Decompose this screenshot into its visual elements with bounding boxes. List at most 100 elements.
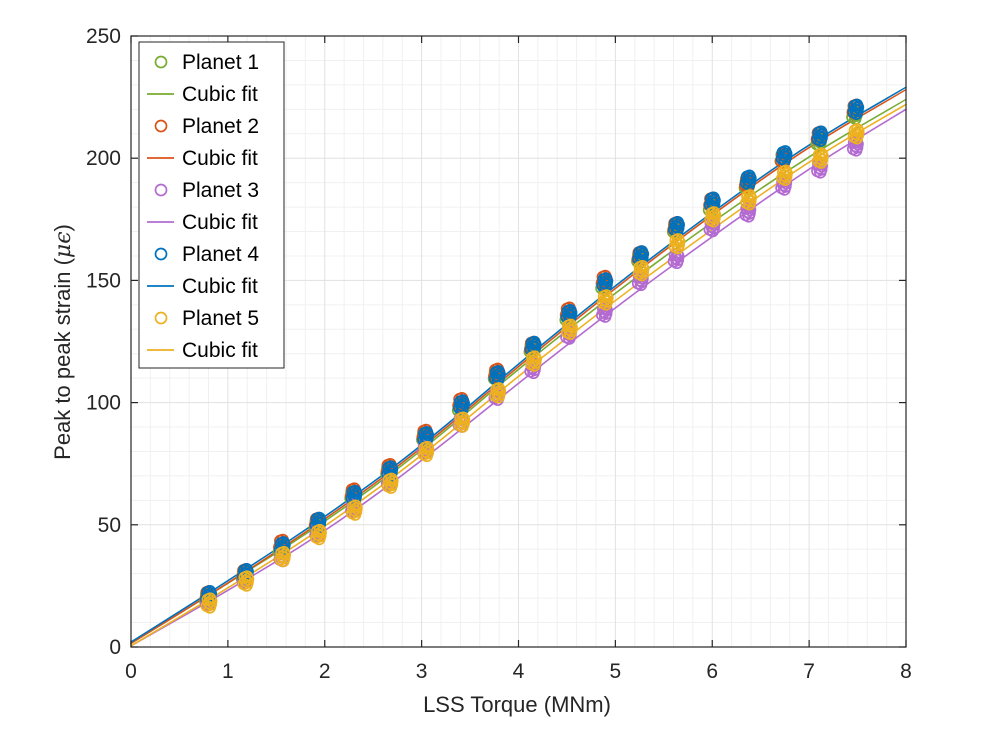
data-point-5-4-6 — [312, 532, 326, 546]
y-tick-label: 200 — [86, 147, 121, 170]
data-point-5-1-7 — [203, 592, 217, 605]
data-point-5-11-6 — [563, 327, 577, 340]
data-point-3-16-6 — [742, 210, 755, 223]
x-tick-labels: 0 1 2 3 4 5 6 7 8 — [125, 660, 912, 683]
legend-marker-2 — [154, 119, 168, 133]
x-tick-label: 1 — [222, 660, 234, 683]
legend-fit-label-4: Cubic fit — [182, 275, 258, 298]
data-point-5-18-7 — [815, 147, 828, 161]
x-tick-label: 5 — [610, 660, 622, 683]
data-point-5-15-6 — [707, 215, 720, 228]
x-tick-label: 0 — [125, 660, 137, 683]
x-tick-label: 6 — [706, 660, 718, 683]
data-point-3-11-6 — [563, 332, 576, 345]
data-point-5-3-7 — [277, 545, 291, 559]
data-point-4-5-7 — [348, 484, 362, 498]
data-point-5-1-6 — [203, 601, 217, 614]
data-point-4-15-7 — [707, 191, 720, 205]
data-point-5-2-7 — [240, 570, 254, 583]
legend-label-1: Planet 1 — [182, 51, 259, 74]
data-point-5-14-7 — [671, 233, 685, 246]
tick-marks — [130, 35, 907, 648]
legend-marker-4 — [154, 247, 168, 261]
data-point-4-13-7 — [635, 245, 649, 258]
data-point-5-16-7 — [743, 189, 757, 202]
data-point-5-13-7 — [636, 259, 649, 273]
data-point-5-9-7 — [492, 382, 506, 395]
legend: Planet 1 Cubic fit Planet 2 Cubic fit Planet… — [138, 41, 285, 369]
y-axis-label-prefix: Peak to peak strain ( — [50, 257, 75, 459]
y-tick-label: 100 — [86, 392, 121, 415]
data-point-5-7-7 — [420, 440, 434, 454]
x-tick-label: 8 — [900, 660, 912, 683]
data-point-5-4-7 — [313, 523, 326, 537]
data-point-4-17-7 — [779, 145, 792, 158]
legend-label-2: Planet 2 — [182, 115, 259, 138]
scatter-points — [199, 98, 865, 614]
legend-fit-label-3: Cubic fit — [182, 211, 258, 234]
data-point-5-14-6 — [671, 241, 684, 255]
data-point-4-9-7 — [492, 365, 505, 378]
data-point-5-12-7 — [600, 289, 613, 302]
x-axis-label: LSS Torque (MNm) — [423, 692, 611, 717]
data-point-5-11-7 — [564, 318, 577, 332]
legend-marker-1 — [154, 55, 168, 69]
data-point-4-4-7 — [313, 511, 326, 525]
data-point-5-19-7 — [851, 123, 864, 136]
data-point-4-19-6 — [850, 107, 863, 120]
legend-marker-5 — [154, 311, 168, 325]
data-point-4-12-7 — [599, 272, 613, 285]
data-point-5-2-6 — [240, 579, 253, 592]
data-point-4-11-7 — [563, 303, 577, 317]
data-point-5-6-7 — [385, 472, 398, 486]
data-point-4-10-7 — [528, 335, 541, 349]
data-point-5-17-6 — [778, 173, 792, 186]
y-tick-label: 150 — [86, 269, 121, 292]
data-point-3-19-6 — [849, 144, 863, 157]
data-point-4-19-7 — [850, 98, 864, 112]
data-point-4-16-7 — [743, 169, 756, 183]
data-point-5-10-7 — [528, 350, 542, 363]
data-point-5-3-6 — [277, 554, 290, 568]
x-tick-label: 3 — [416, 660, 428, 683]
data-point-5-17-7 — [779, 164, 792, 178]
data-point-5-5-6 — [348, 508, 362, 521]
legend-fit-label-2: Cubic fit — [182, 147, 258, 170]
y-tick-label: 250 — [86, 25, 121, 48]
data-point-4-7-7 — [420, 426, 434, 439]
data-point-5-12-6 — [599, 298, 613, 311]
y-axis-label-symbol: μϵ — [51, 231, 76, 258]
legend-label-4: Planet 4 — [182, 243, 259, 266]
data-point-3-14-6 — [670, 256, 684, 270]
y-axis-label: Peak to peak strain (μϵ) — [50, 224, 76, 460]
data-point-5-13-6 — [635, 268, 649, 282]
x-tick-label: 7 — [803, 660, 815, 683]
data-point-5-6-6 — [384, 481, 398, 494]
y-tick-labels: 0 50 100 150 200 250 — [86, 25, 121, 659]
legend-fit-label-5: Cubic fit — [182, 339, 258, 362]
legend-label-3: Planet 3 — [182, 179, 259, 202]
data-point-4-18-6 — [814, 134, 827, 147]
data-point-5-8-6 — [456, 420, 469, 433]
y-axis-label-suffix: ) — [50, 224, 75, 231]
data-point-3-12-6 — [598, 310, 612, 323]
data-point-5-16-6 — [743, 197, 756, 211]
data-point-5-19-6 — [850, 131, 864, 145]
data-point-4-6-7 — [384, 460, 398, 473]
legend-marker-3 — [154, 183, 168, 197]
y-tick-label: 50 — [98, 514, 121, 537]
data-point-5-9-6 — [492, 390, 505, 404]
x-tick-label: 2 — [319, 660, 331, 683]
data-point-4-18-7 — [814, 125, 828, 139]
legend-fit-label-1: Cubic fit — [182, 83, 258, 106]
data-point-5-18-6 — [814, 156, 828, 169]
x-tick-label: 4 — [513, 660, 525, 683]
data-point-4-14-7 — [671, 215, 685, 229]
data-point-5-5-7 — [349, 499, 362, 512]
data-point-4-8-7 — [456, 394, 469, 407]
data-point-5-8-7 — [456, 411, 470, 425]
y-tick-label: 0 — [109, 636, 121, 659]
data-point-5-10-6 — [528, 359, 541, 372]
